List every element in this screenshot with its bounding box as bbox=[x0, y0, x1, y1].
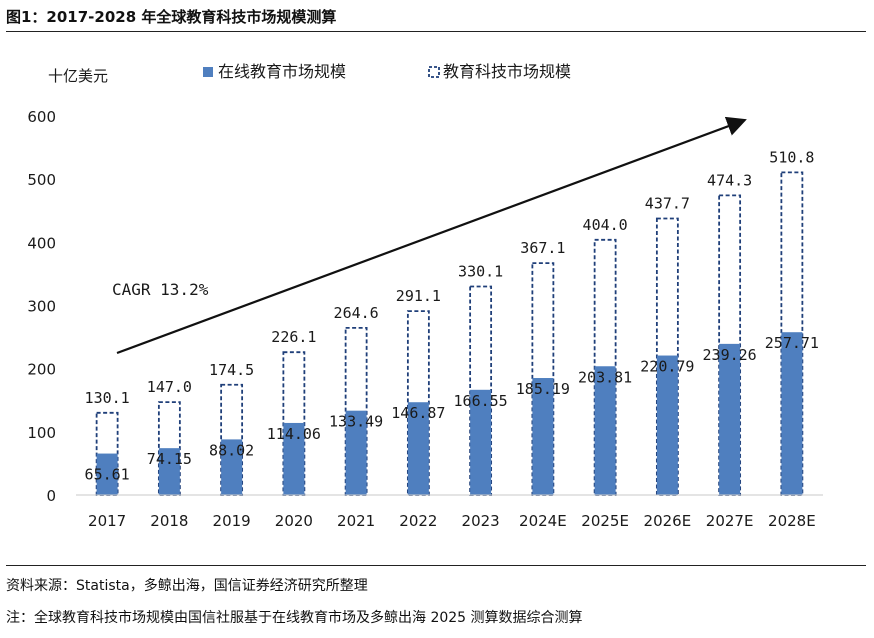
x-tick-label: 2024E bbox=[519, 512, 567, 530]
bar-online bbox=[719, 343, 741, 495]
y-tick-label: 0 bbox=[46, 487, 56, 505]
bar-online bbox=[283, 422, 305, 495]
data-label-online: 74.15 bbox=[147, 450, 192, 468]
bar-online bbox=[158, 448, 180, 495]
data-label-total: 330.1 bbox=[458, 262, 503, 280]
data-label-online: 133.49 bbox=[329, 413, 383, 431]
legend: 在线教育市场规模 教育科技市场规模 bbox=[203, 62, 571, 81]
y-tick-label: 200 bbox=[27, 361, 56, 379]
bar-online bbox=[221, 439, 243, 495]
bar-online bbox=[781, 332, 803, 495]
bar-chart: 十亿美元 在线教育市场规模 教育科技市场规模 0 100 200 300 400 500 6… bbox=[27, 62, 823, 530]
data-label-total: 474.3 bbox=[707, 171, 752, 189]
source-note: 资料来源：Statista，多鲸出海，国信证券经济研究所整理 bbox=[6, 578, 368, 594]
data-label-online: 220.79 bbox=[640, 358, 694, 376]
x-tick-label: 2018 bbox=[150, 512, 188, 530]
bar-online bbox=[470, 389, 492, 495]
y-axis: 0 100 200 300 400 500 600 bbox=[27, 108, 56, 505]
bar-online bbox=[407, 402, 429, 495]
data-label-total: 367.1 bbox=[520, 239, 565, 257]
x-axis: 2017 2018 2019 2020 2021 2022 2023 2024E 2025E 20… bbox=[76, 494, 823, 530]
data-label-online: 185.19 bbox=[516, 380, 570, 398]
legend-swatch-online bbox=[203, 67, 213, 77]
x-tick-label: 2028E bbox=[768, 512, 816, 530]
x-tick-label: 2022 bbox=[399, 512, 437, 530]
footnote: 注：全球教育科技市场规模由国信社服基于在线教育市场及多鲸出海 2025 测算数据… bbox=[6, 610, 583, 626]
data-label-online: 239.26 bbox=[703, 346, 757, 364]
bar-online bbox=[345, 410, 367, 495]
legend-label-total: 教育科技市场规模 bbox=[443, 62, 571, 81]
y-tick-label: 100 bbox=[27, 424, 56, 442]
bar-online bbox=[656, 355, 678, 495]
bar-series: 130.1 65.61 147.0 74.15 174.5 88.02 226.1 114.0… bbox=[85, 148, 819, 496]
trend-arrow bbox=[116, 116, 747, 355]
data-label-total: 147.0 bbox=[147, 378, 192, 396]
y-tick-label: 300 bbox=[27, 298, 56, 316]
x-tick-label: 2025E bbox=[581, 512, 629, 530]
unit-label: 十亿美元 bbox=[48, 67, 108, 85]
data-label-total: 264.6 bbox=[334, 304, 379, 322]
data-label-total: 226.1 bbox=[271, 328, 316, 346]
data-label-online: 88.02 bbox=[209, 441, 254, 459]
cagr-annotation: CAGR 13.2% bbox=[112, 280, 209, 299]
x-tick-label: 2017 bbox=[88, 512, 126, 530]
data-label-total: 291.1 bbox=[396, 287, 441, 305]
data-label-total: 174.5 bbox=[209, 361, 254, 379]
x-tick-label: 2023 bbox=[462, 512, 500, 530]
bar-online bbox=[96, 453, 118, 495]
y-tick-label: 600 bbox=[27, 108, 56, 126]
y-tick-label: 500 bbox=[27, 171, 56, 189]
data-label-online: 146.87 bbox=[391, 404, 445, 422]
bar-online bbox=[594, 366, 616, 495]
data-label-total: 404.0 bbox=[583, 216, 628, 234]
y-tick-label: 400 bbox=[27, 234, 56, 252]
data-label-online: 166.55 bbox=[454, 392, 508, 410]
data-label-online: 65.61 bbox=[85, 466, 130, 484]
data-label-total: 510.8 bbox=[769, 148, 814, 166]
data-label-online: 257.71 bbox=[765, 334, 819, 352]
bar-total bbox=[220, 383, 244, 496]
x-tick-label: 2019 bbox=[213, 512, 251, 530]
data-label-online: 203.81 bbox=[578, 368, 632, 386]
bar-online bbox=[532, 378, 554, 495]
title-rule bbox=[6, 31, 866, 32]
data-label-online: 114.06 bbox=[267, 425, 321, 443]
data-label-total: 130.1 bbox=[85, 389, 130, 407]
figure-title: 图1：2017-2028 年全球教育科技市场规模测算 bbox=[6, 8, 337, 26]
x-tick-label: 2027E bbox=[706, 512, 754, 530]
footer-rule bbox=[6, 565, 866, 566]
x-tick-label: 2021 bbox=[337, 512, 375, 530]
x-tick-label: 2026E bbox=[644, 512, 692, 530]
data-label-total: 437.7 bbox=[645, 195, 690, 213]
legend-swatch-total bbox=[428, 66, 440, 78]
legend-label-online: 在线教育市场规模 bbox=[218, 62, 346, 81]
x-tick-label: 2020 bbox=[275, 512, 313, 530]
